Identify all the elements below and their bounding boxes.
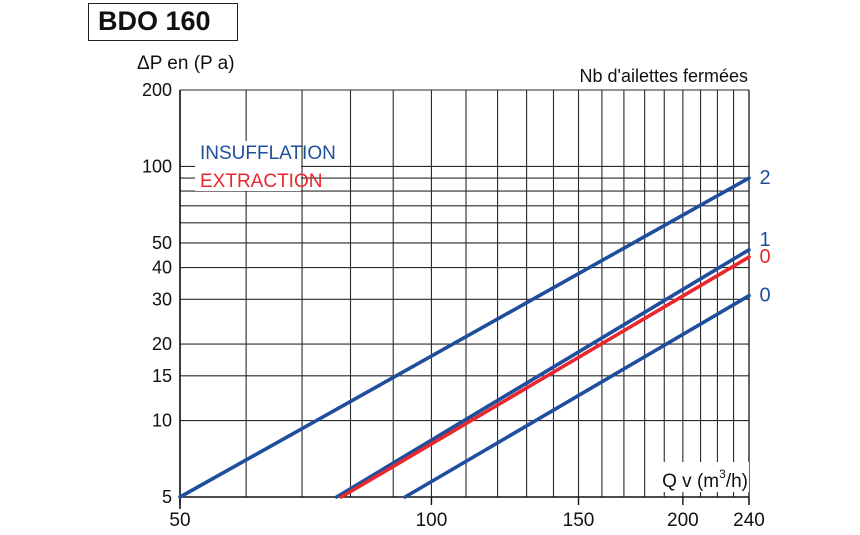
y-tick-label-100: 100: [142, 156, 172, 176]
y-tick-label-40: 40: [152, 258, 172, 278]
legend-extraction: EXTRACTION: [200, 171, 322, 192]
legend-insufflation: INSUFFLATION: [200, 143, 336, 164]
y-tick-label-20: 20: [152, 334, 172, 354]
x-tick-label-150: 150: [563, 510, 595, 531]
y-tick-label-5: 5: [162, 487, 172, 507]
y-tick-label-50: 50: [152, 233, 172, 253]
series-line-2: [339, 255, 751, 499]
legend-background: [195, 141, 301, 191]
x-axis-label-suffix: /h): [726, 471, 748, 492]
x-axis-label-superscript: 3: [719, 467, 726, 481]
series-end-label-1: 1: [759, 229, 770, 251]
x-tick-label-200: 200: [667, 510, 699, 531]
x-tick-label-100: 100: [416, 510, 448, 531]
y-axis-label: ΔP en (P a): [137, 53, 235, 74]
y-tick-label-10: 10: [152, 411, 172, 431]
x-axis-label-main: Q v (m: [662, 471, 719, 492]
legend-title: Nb d'ailettes fermées: [579, 66, 748, 86]
x-axis-label: Q v (m3/h): [662, 467, 748, 492]
tick-labels: 5 10 15 20 30 40 50 100 200 50 100 150 200 240: [142, 80, 765, 531]
y-tick-label-30: 30: [152, 289, 172, 309]
series-line-1: [334, 247, 751, 499]
series-end-label-2: 0: [759, 246, 770, 268]
y-tick-label-15: 15: [152, 366, 172, 386]
series-end-label-0: 2: [759, 167, 770, 189]
series-end-label-3: 0: [759, 285, 770, 307]
chart-title: BDO 160: [88, 3, 238, 41]
x-label-background: [657, 462, 749, 492]
x-tick-label-50: 50: [169, 510, 190, 531]
x-tick-label-240: 240: [733, 510, 765, 531]
annotations: ΔP en (P a) Nb d'ailettes fermées INSUFF…: [137, 53, 749, 492]
series-line-3: [403, 293, 751, 499]
series-line-0: [178, 176, 751, 499]
y-tick-label-200: 200: [142, 80, 172, 100]
